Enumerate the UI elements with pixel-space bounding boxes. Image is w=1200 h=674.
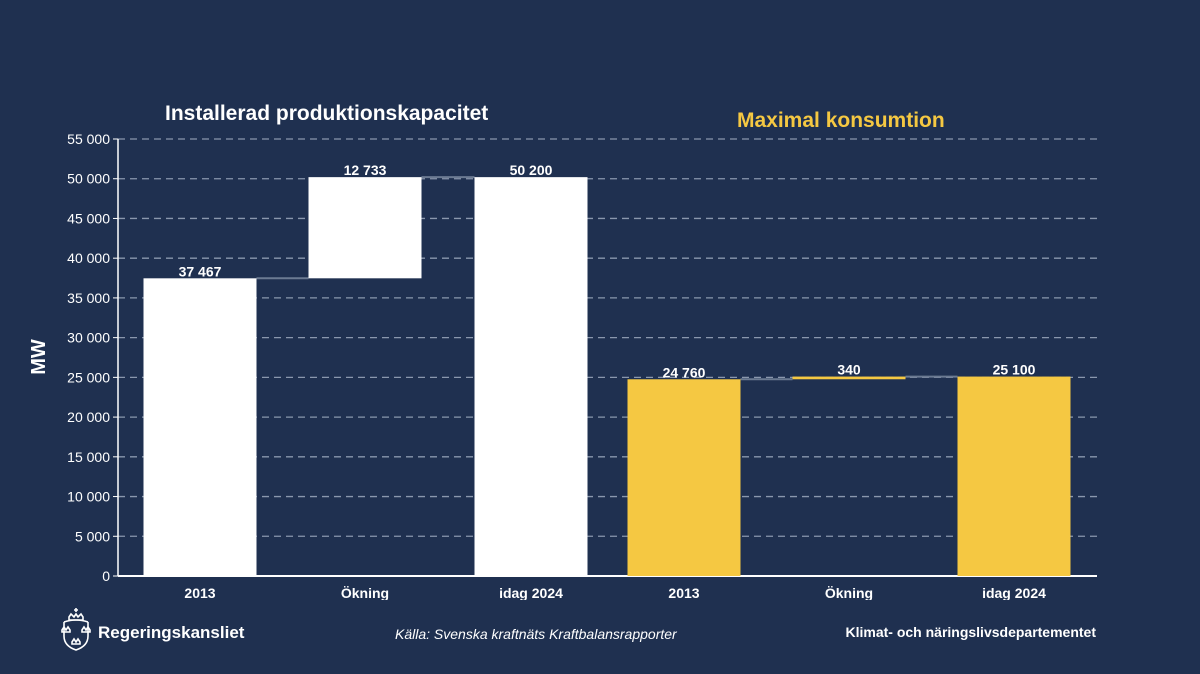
bar (474, 177, 588, 576)
data-label: 25 100 (993, 362, 1036, 378)
y-tick-label: 30 000 (67, 330, 110, 346)
group-title: Installerad produktionskapacitet (165, 102, 488, 125)
data-label: 340 (837, 362, 861, 378)
bar (627, 379, 741, 576)
x-tick-label: Ökning (825, 585, 873, 600)
bar (143, 278, 257, 576)
y-tick-label: 40 000 (67, 250, 110, 266)
brand-name: Regeringskansliet (98, 623, 245, 642)
y-axis-label: MW (28, 339, 50, 375)
y-tick-label: 10 000 (67, 489, 110, 505)
bar (308, 177, 422, 279)
y-tick-label: 35 000 (67, 290, 110, 306)
x-tick-label: idag 2024 (982, 585, 1046, 600)
three-crowns-logo-icon (61, 608, 91, 651)
x-tick-label: 2013 (184, 585, 215, 600)
y-tick-label: 20 000 (67, 409, 110, 425)
department-name: Klimat- och näringslivsdepartementet (845, 624, 1096, 640)
data-label: 12 733 (344, 162, 387, 178)
data-label: 37 467 (179, 263, 222, 279)
y-tick-label: 0 (102, 568, 110, 584)
group-title: Maximal konsumtion (737, 109, 945, 132)
waterfall-chart: 0 5 000 10 000 15 000 20 000 25 000 30 000 35 0… (28, 102, 1097, 600)
x-tick-label: 2013 (668, 585, 699, 600)
y-tick-label: 45 000 (67, 210, 110, 226)
bar (957, 376, 1071, 576)
x-tick-label: Ökning (341, 585, 389, 600)
y-tick-label: 50 000 (67, 171, 110, 187)
y-tick-label: 5 000 (75, 528, 110, 544)
y-tick-label: 55 000 (67, 131, 110, 147)
x-tick-label: idag 2024 (499, 585, 563, 600)
source-note: Källa: Svenska kraftnäts Kraftbalansrapp… (395, 626, 677, 642)
data-label: 50 200 (510, 162, 553, 178)
y-tick-label: 15 000 (67, 449, 110, 465)
y-tick-label: 25 000 (67, 369, 110, 385)
bar (792, 376, 906, 380)
data-label: 24 760 (663, 364, 706, 380)
